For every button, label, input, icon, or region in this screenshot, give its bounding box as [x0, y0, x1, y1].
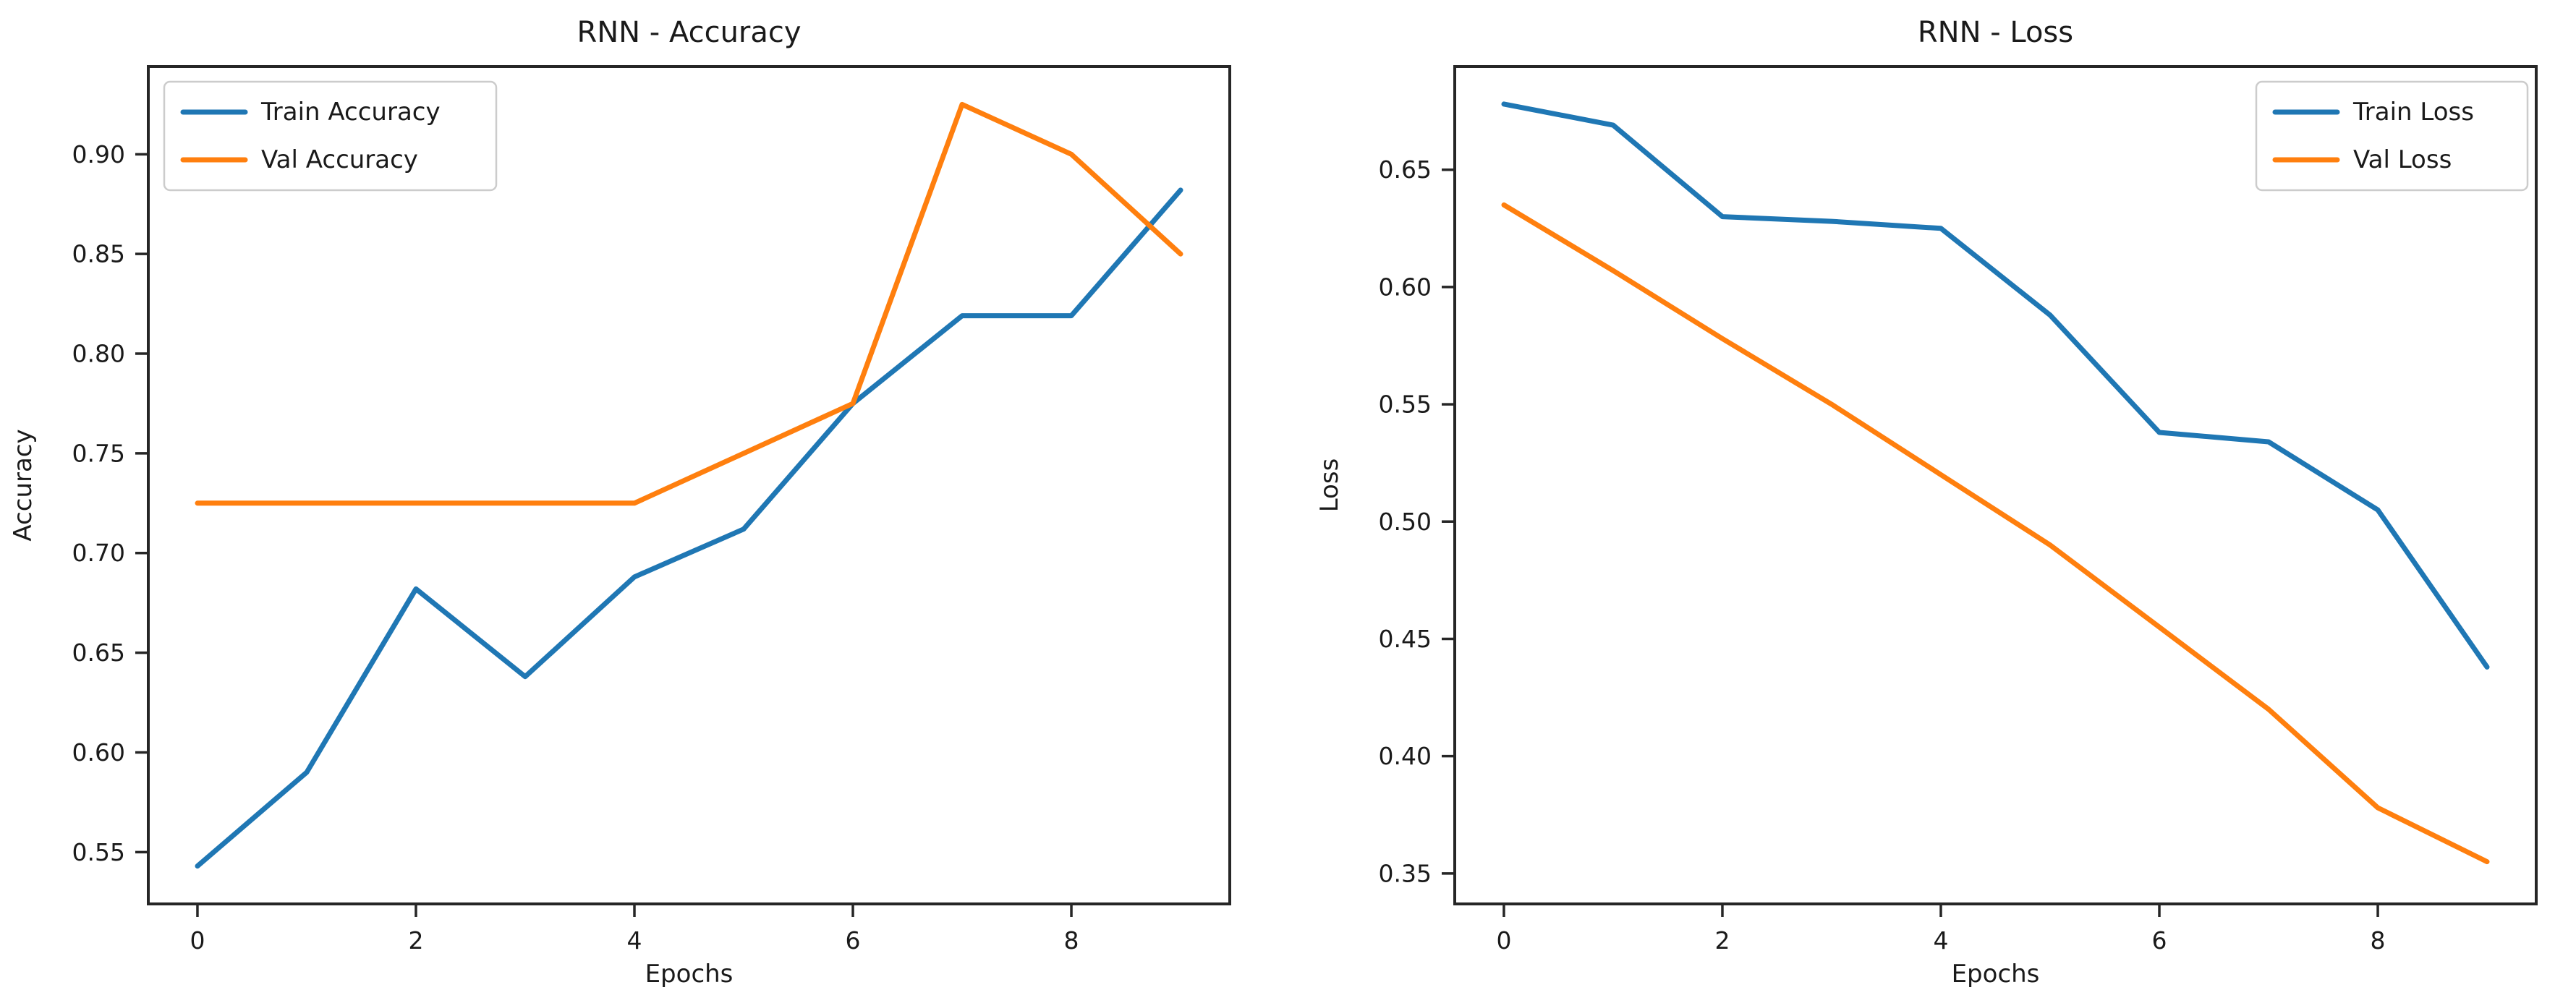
loss-chart: RNN - Loss 0.35 0.40 0.45 0.50 0.55 0.60 0.65 0 2…: [1288, 0, 2575, 1003]
plot-title-rnn-accuracy: RNN - Accuracy: [577, 16, 801, 49]
y-tick-label: 0.40: [1379, 742, 1432, 770]
accuracy-plot: RNN - Accuracy 0.55 0.60 0.65 0.70 0.75 0.80 0.…: [9, 16, 1231, 989]
train-accuracy-line: [195, 187, 1183, 869]
plot-spines: [147, 65, 1231, 905]
loss-plot: RNN - Loss 0.35 0.40 0.45 0.50 0.55 0.60 0.65 0 2…: [1288, 0, 2575, 1003]
x-tick-label: 2: [1714, 926, 1730, 955]
x-tick-label: 4: [1933, 926, 1948, 955]
x-tick-label: 0: [1496, 926, 1511, 955]
y-tick-label: 0.45: [1379, 625, 1432, 653]
x-tick-label: 6: [846, 926, 861, 955]
legend: Train Loss Val Loss: [2255, 80, 2529, 192]
legend-box: [2255, 80, 2529, 192]
legend-label-train-loss: Train Loss: [2352, 98, 2474, 127]
legend-box: [163, 80, 498, 192]
accuracy-chart: RNN - Accuracy 0.55 0.60 0.65 0.70 0.75 0.80 0.…: [9, 16, 1231, 989]
x-tick-label: 2: [408, 926, 423, 955]
legend-label-train-accuracy: Train Accuracy: [260, 98, 441, 127]
train-loss-line: [1501, 101, 2490, 670]
val-loss-line: [1501, 202, 2490, 865]
y-tick-label: 0.35: [1379, 859, 1432, 887]
y-tick-label: 0.80: [72, 340, 125, 368]
y-tick-label: 0.55: [72, 838, 125, 866]
y-axis-label-accuracy: Accuracy: [9, 429, 38, 541]
y-tick-label: 0.65: [72, 639, 125, 667]
y-tick-label: 0.85: [72, 240, 125, 268]
val-accuracy-line: [195, 101, 1183, 506]
plot-spines: [1453, 65, 2538, 905]
x-tick-label: 0: [190, 926, 205, 955]
legend-label-val-loss: Val Loss: [2353, 145, 2452, 174]
y-tick-label: 0.60: [72, 738, 125, 767]
x-axis-label-epochs: Epochs: [645, 960, 734, 989]
x-tick-label: 8: [1064, 926, 1079, 955]
y-tick-label: 0.90: [72, 140, 125, 168]
plot-title-rnn-loss: RNN - Loss: [1918, 16, 2073, 49]
legend: Train Accuracy Val Accuracy: [163, 80, 498, 192]
y-tick-label: 0.65: [1379, 155, 1432, 184]
x-tick-label: 8: [2371, 926, 2386, 955]
y-axis-label-loss: Loss: [1315, 458, 1344, 513]
legend-label-val-accuracy: Val Accuracy: [261, 145, 418, 174]
y-tick-label: 0.55: [1379, 390, 1432, 419]
y-tick-label: 0.75: [72, 439, 125, 467]
x-axis-label-epochs: Epochs: [1952, 960, 2040, 989]
y-tick-label: 0.60: [1379, 273, 1432, 301]
y-tick-label: 0.50: [1379, 508, 1432, 536]
y-tick-label: 0.70: [72, 539, 125, 567]
x-tick-label: 4: [626, 926, 642, 955]
x-tick-label: 6: [2152, 926, 2167, 955]
